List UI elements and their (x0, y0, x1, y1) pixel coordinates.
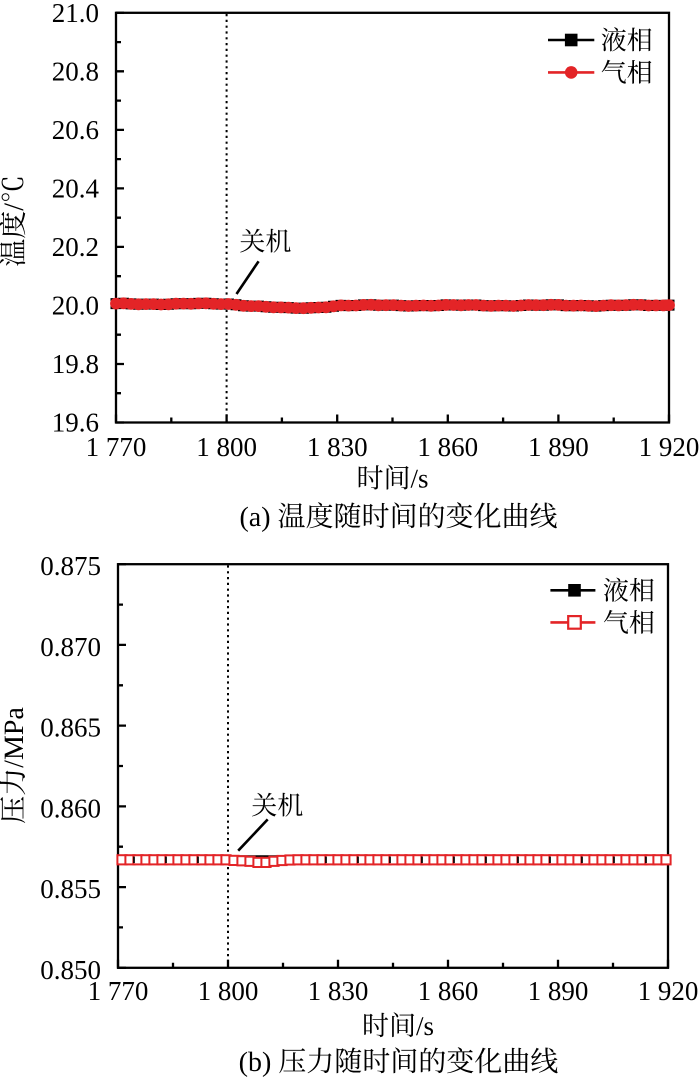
svg-text:0.860: 0.860 (40, 793, 101, 823)
svg-text:1 890: 1 890 (528, 432, 589, 462)
svg-text:1 800: 1 800 (196, 432, 257, 462)
svg-text:20.8: 20.8 (52, 57, 99, 87)
svg-text:0.875: 0.875 (40, 551, 101, 581)
svg-text:1 920: 1 920 (638, 976, 699, 1006)
svg-text:20.0: 20.0 (52, 291, 99, 321)
svg-text:0.870: 0.870 (40, 632, 101, 662)
svg-text:1 830: 1 830 (307, 432, 368, 462)
svg-text:19.8: 19.8 (52, 349, 99, 379)
svg-text:1 800: 1 800 (198, 976, 259, 1006)
svg-text:20.2: 20.2 (52, 232, 99, 262)
svg-text:1 770: 1 770 (86, 432, 147, 462)
svg-text:19.6: 19.6 (52, 408, 99, 438)
svg-text:1 920: 1 920 (639, 432, 700, 462)
svg-text:1 860: 1 860 (417, 432, 478, 462)
svg-text:1 890: 1 890 (528, 976, 589, 1006)
svg-text:0.855: 0.855 (40, 874, 101, 904)
svg-text:0.850: 0.850 (40, 955, 101, 985)
svg-text:20.6: 20.6 (52, 115, 99, 145)
svg-text:20.4: 20.4 (52, 174, 100, 204)
svg-text:0.865: 0.865 (40, 713, 101, 743)
svg-text:1 860: 1 860 (418, 976, 479, 1006)
svg-text:21.0: 21.0 (52, 0, 99, 28)
svg-text:1 770: 1 770 (88, 976, 149, 1006)
svg-text:1 830: 1 830 (308, 976, 369, 1006)
